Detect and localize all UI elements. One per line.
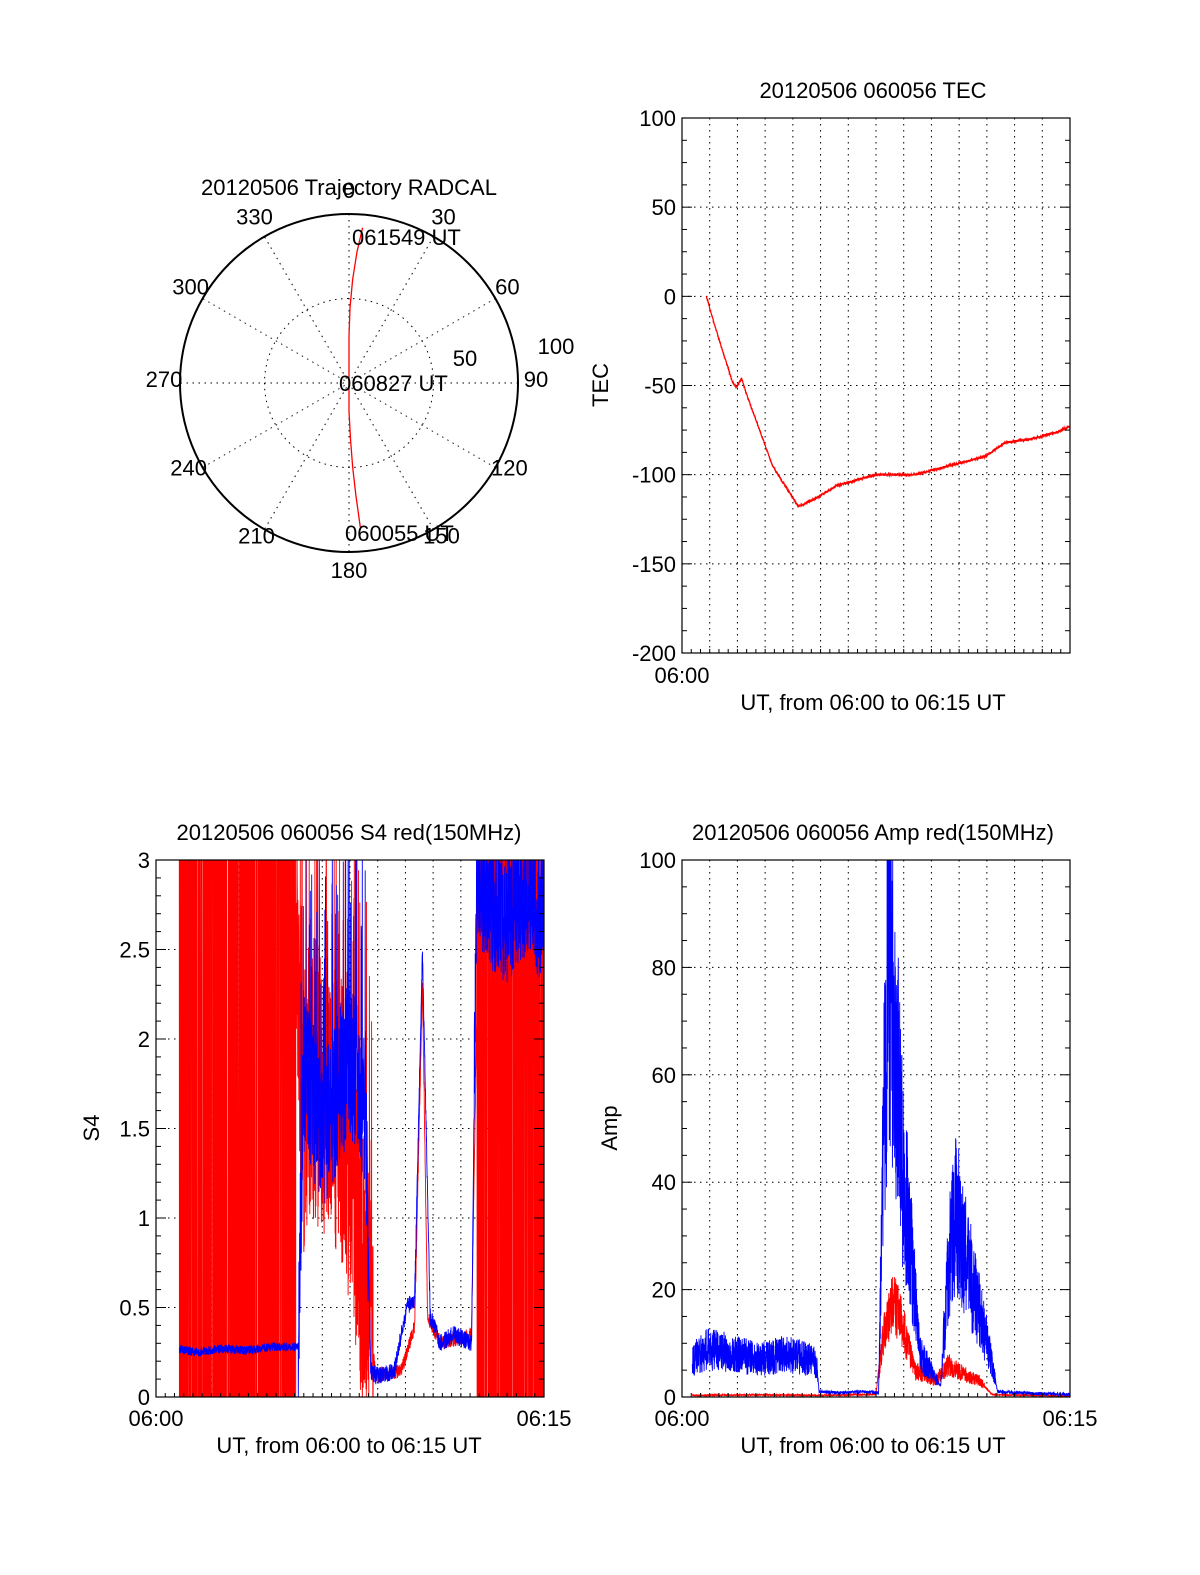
polar-angle-label-300: 300	[172, 275, 209, 300]
y-tick-label: -100	[632, 463, 676, 488]
polar-radius-label-100: 100	[538, 334, 575, 359]
tec-y-axis-label: TEC	[588, 363, 613, 407]
y-tick-label: -200	[632, 641, 676, 666]
trajectory-polar-plot: 20120506 Trajectory RADCAL 0 30 60 90 120 150…	[146, 175, 575, 583]
y-tick-label: -150	[632, 552, 676, 577]
s4-x-axis-label: UT, from 06:00 to 06:15 UT	[216, 1433, 481, 1458]
tec-y-tick-labels: 100 50 0 -50 -100 -150 -200	[632, 106, 676, 666]
s4-ticks	[156, 877, 544, 1397]
amp-x-tick-start: 06:00	[654, 1406, 709, 1431]
polar-angle-label-330: 330	[236, 205, 273, 230]
polar-angle-label-150: 150	[423, 523, 460, 548]
y-tick-label: 3	[138, 848, 150, 873]
y-tick-label: 100	[639, 848, 676, 873]
annotation-start-time: 060055 UT	[345, 521, 454, 546]
tec-x-axis-label: UT, from 06:00 to 06:15 UT	[740, 690, 1005, 715]
y-tick-label: 2.5	[119, 938, 150, 963]
y-tick-label: 60	[652, 1063, 676, 1088]
y-tick-label: 40	[652, 1170, 676, 1195]
y-tick-label: 0	[664, 284, 676, 309]
tec-title: 20120506 060056 TEC	[759, 78, 986, 103]
tec-plot-frame	[681, 117, 1071, 654]
amp-series	[691, 859, 1071, 1399]
amp-y-axis-label: Amp	[597, 1105, 622, 1150]
polar-angle-label-180: 180	[331, 558, 368, 583]
s4-x-tick-end: 06:15	[516, 1406, 571, 1431]
s4-panel: 20120506 060056 S4 red(150MHz) 3 2.5 2 1.5 1…	[79, 820, 572, 1458]
y-tick-label: 2	[138, 1027, 150, 1052]
polar-angle-label-90: 90	[524, 367, 548, 392]
amp-y-tick-labels: 100 80 60 40 20 0	[639, 848, 676, 1410]
s4-y-tick-labels: 3 2.5 2 1.5 1 0.5 0	[119, 848, 150, 1410]
tec-grid	[682, 118, 1070, 653]
y-tick-label: 1.5	[119, 1117, 150, 1142]
annotation-end-time: 061549 UT	[352, 225, 461, 250]
s4-x-tick-start: 06:00	[128, 1406, 183, 1431]
y-tick-label: 0.5	[119, 1296, 150, 1321]
polar-angle-label-120: 120	[491, 456, 528, 481]
series-2-1	[178, 859, 545, 1398]
y-tick-label: -50	[644, 374, 676, 399]
series-1-0	[705, 296, 1071, 508]
tec-ticks	[682, 139, 1070, 653]
series-3-0	[692, 1277, 1071, 1399]
polar-angle-label-60: 60	[495, 275, 519, 300]
y-tick-label: 80	[652, 955, 676, 980]
s4-series	[178, 859, 545, 1398]
polar-angle-labels: 0 30 60 90 120 150 180 210 240 270 300 330	[146, 178, 549, 583]
amp-title: 20120506 060056 Amp red(150MHz)	[692, 820, 1054, 845]
tec-x-tick-start: 06:00	[654, 663, 709, 688]
polar-radius-label-50: 50	[453, 346, 477, 371]
polar-angle-label-270: 270	[146, 367, 183, 392]
amp-ticks	[682, 886, 1070, 1397]
amp-grid	[682, 860, 1070, 1397]
series-2-0	[178, 859, 545, 1398]
polar-angle-label-0: 0	[343, 178, 355, 203]
y-tick-label: 20	[652, 1278, 676, 1303]
y-tick-label: 1	[138, 1206, 150, 1231]
s4-y-axis-label: S4	[79, 1115, 104, 1142]
polar-title: 20120506 Trajectory RADCAL	[201, 175, 497, 200]
polar-angle-label-30: 30	[431, 205, 455, 230]
amp-panel: 20120506 060056 Amp red(150MHz) 100 80 60 4…	[597, 820, 1098, 1458]
y-tick-label: 50	[652, 195, 676, 220]
polar-angle-label-210: 210	[238, 523, 275, 548]
trajectory-track	[348, 227, 364, 528]
y-tick-label: 0	[138, 1385, 150, 1410]
y-tick-label: 100	[639, 106, 676, 131]
annotation-mid-time: 060827 UT	[339, 371, 448, 396]
polar-angle-label-240: 240	[170, 456, 207, 481]
tec-panel: 20120506 060056 TEC 100 50 0 -50 -100 -150 -20…	[588, 78, 1071, 715]
y-tick-label: 0	[664, 1385, 676, 1410]
amp-x-axis-label: UT, from 06:00 to 06:15 UT	[740, 1433, 1005, 1458]
series-3-1	[691, 859, 1071, 1398]
s4-title: 20120506 060056 S4 red(150MHz)	[177, 820, 522, 845]
amp-x-tick-end: 06:15	[1042, 1406, 1097, 1431]
tec-series	[705, 296, 1071, 508]
